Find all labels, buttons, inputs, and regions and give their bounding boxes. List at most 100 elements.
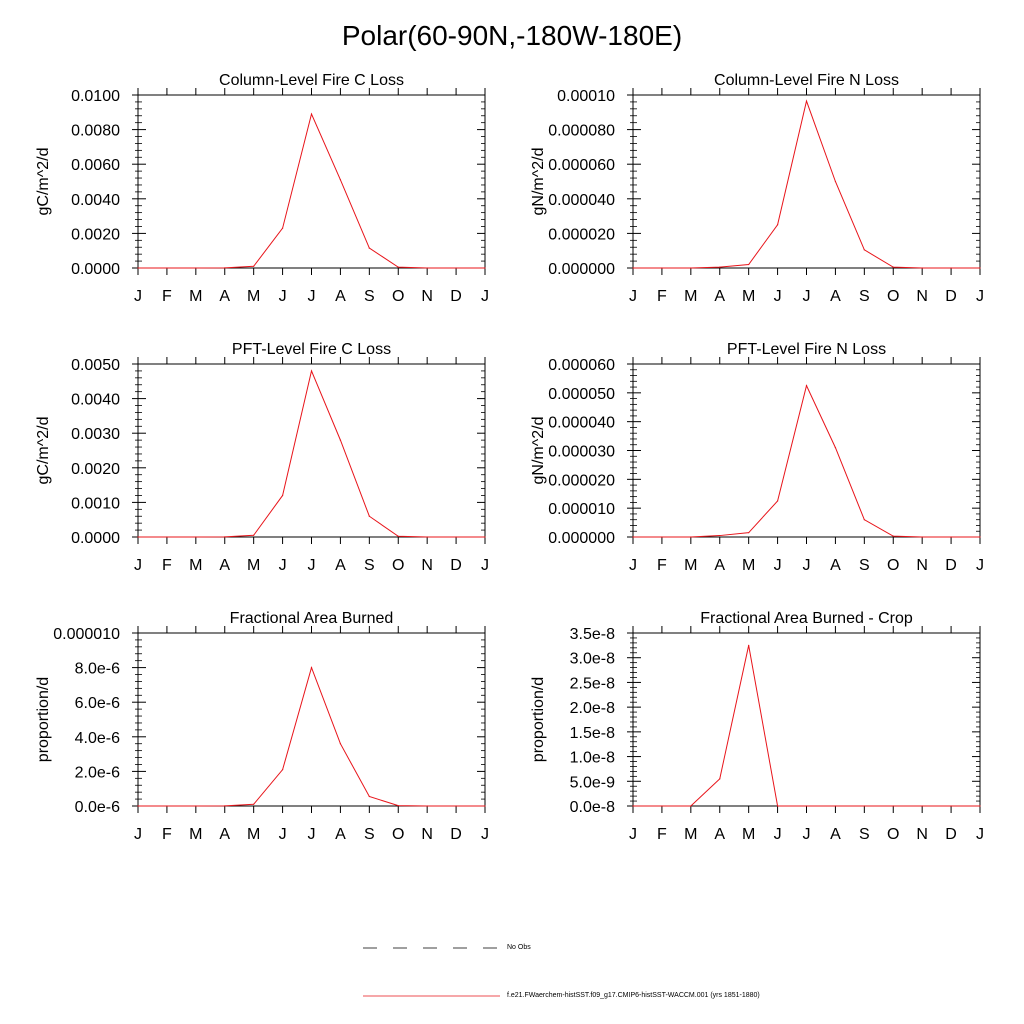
- data-point: [892, 535, 894, 537]
- y-tick-label: 0.000080: [548, 123, 615, 140]
- x-tick-label: J: [279, 826, 287, 843]
- data-point: [921, 805, 923, 807]
- data-point: [455, 805, 457, 807]
- y-axis-label: gN/m^2/d: [530, 148, 547, 216]
- x-tick-label: F: [657, 288, 667, 305]
- legend-model-label: f.e21.FWaerchem-histSST.f09_g17.CMIP6-hi…: [507, 992, 760, 999]
- series-line: [633, 99, 980, 269]
- data-point: [484, 805, 486, 807]
- data-point: [368, 247, 370, 249]
- x-tick-label: F: [162, 557, 172, 574]
- y-tick-label: 5.0e-9: [570, 774, 615, 791]
- data-point: [863, 519, 865, 521]
- y-tick-label: 0.000010: [548, 501, 615, 518]
- x-tick-label: J: [803, 826, 811, 843]
- data-point: [892, 266, 894, 268]
- chart-panel-5: Fractional Area Burned proportion/d 0.0e-6…: [35, 610, 489, 843]
- data-point: [979, 267, 981, 269]
- x-tick-label: N: [421, 557, 433, 574]
- x-tick-label: O: [887, 288, 899, 305]
- data-point: [834, 180, 837, 183]
- y-tick-label: 0.0100: [71, 88, 120, 105]
- chart-title: Fractional Area Burned: [230, 610, 394, 627]
- x-tick-label: D: [945, 826, 957, 843]
- y-tick-label: 2.5e-8: [570, 675, 615, 692]
- x-tick-label: J: [774, 826, 782, 843]
- chart-panel-6: Fractional Area Burned - Crop proportion/…: [530, 610, 984, 843]
- x-tick-label: M: [189, 288, 202, 305]
- data-point: [748, 532, 750, 534]
- series-line: [138, 369, 485, 538]
- y-tick-label: 0.000040: [548, 192, 615, 209]
- x-tick-label: M: [742, 826, 755, 843]
- y-tick-label: 8.0e-6: [75, 661, 120, 678]
- x-tick-label: A: [830, 826, 841, 843]
- plot-frame: [137, 363, 486, 538]
- chart-title: Column-Level Fire C Loss: [219, 72, 404, 89]
- chart-title: PFT-Level Fire N Loss: [727, 341, 886, 358]
- x-tick-label: M: [189, 557, 202, 574]
- x-tick-label: O: [392, 288, 404, 305]
- x-tick-label: J: [629, 557, 637, 574]
- y-tick-label: 0.0e-8: [570, 799, 615, 816]
- chart-title: Fractional Area Burned - Crop: [700, 610, 913, 627]
- data-point: [632, 536, 634, 538]
- chart-title: Column-Level Fire N Loss: [714, 72, 899, 89]
- x-tick-label: M: [684, 557, 697, 574]
- data-point: [950, 805, 952, 807]
- x-tick-label: D: [450, 826, 462, 843]
- y-tick-label: 0.000010: [53, 626, 120, 643]
- legend-obs-label: No Obs: [507, 944, 531, 951]
- x-tick-label: S: [859, 557, 870, 574]
- y-tick-label: 3.5e-8: [570, 626, 615, 643]
- data-point: [719, 778, 721, 780]
- y-tick-label: 0.0040: [71, 392, 120, 409]
- y-tick-label: 3.0e-8: [570, 651, 615, 668]
- x-tick-label: M: [684, 826, 697, 843]
- y-tick-label: 0.0040: [71, 192, 120, 209]
- y-tick-label: 0.000040: [548, 415, 615, 432]
- x-tick-label: A: [335, 288, 346, 305]
- data-point: [137, 805, 139, 807]
- y-tick-label: 0.000020: [548, 226, 615, 243]
- x-tick-label: A: [714, 288, 725, 305]
- data-point: [310, 113, 313, 115]
- data-point: [455, 267, 457, 269]
- x-tick-label: J: [976, 288, 984, 305]
- y-tick-label: 0.0020: [71, 461, 120, 478]
- chart-title: PFT-Level Fire C Loss: [232, 341, 391, 358]
- data-point: [690, 536, 692, 538]
- series-line: [138, 666, 485, 807]
- data-point: [426, 267, 428, 269]
- x-tick-label: J: [803, 557, 811, 574]
- data-point: [195, 267, 197, 269]
- y-axis-label: proportion/d: [530, 677, 547, 762]
- y-tick-label: 2.0e-6: [75, 764, 120, 781]
- x-tick-label: J: [279, 288, 287, 305]
- x-tick-label: D: [945, 288, 957, 305]
- y-tick-label: 0.0080: [71, 123, 120, 140]
- y-tick-label: 6.0e-6: [75, 695, 120, 712]
- plot-frame: [632, 94, 981, 269]
- plot-frame: [632, 632, 981, 807]
- data-point: [805, 100, 808, 102]
- data-point: [632, 267, 634, 269]
- data-point: [950, 267, 952, 269]
- x-tick-label: O: [887, 826, 899, 843]
- y-tick-label: 0.0000: [71, 530, 120, 547]
- x-tick-label: J: [774, 557, 782, 574]
- data-point: [719, 266, 721, 268]
- chart-panel-4: PFT-Level Fire N Loss gN/m^2/d 0.000000 0.0…: [530, 341, 984, 574]
- data-point: [195, 805, 197, 807]
- x-tick-label: J: [629, 826, 637, 843]
- data-point: [166, 267, 168, 269]
- data-point: [776, 805, 779, 807]
- data-point: [310, 370, 313, 372]
- data-point: [224, 536, 226, 538]
- y-tick-label: 1.0e-8: [570, 750, 615, 767]
- data-point: [776, 500, 779, 502]
- x-tick-label: D: [450, 288, 462, 305]
- data-point: [455, 536, 457, 538]
- data-point: [224, 267, 226, 269]
